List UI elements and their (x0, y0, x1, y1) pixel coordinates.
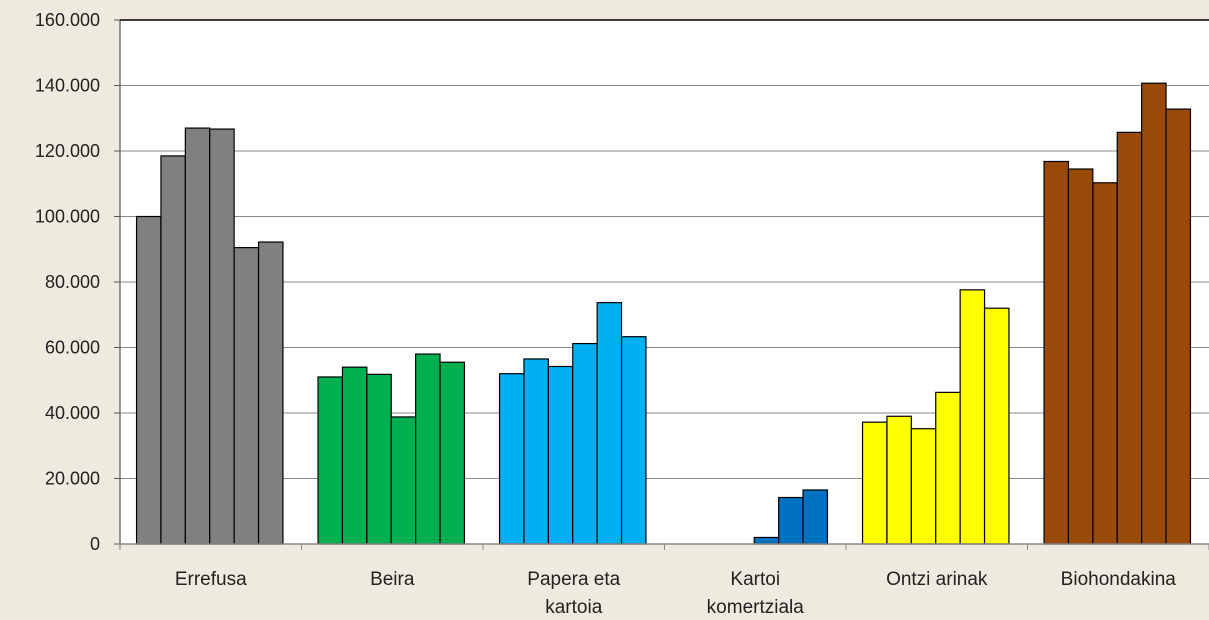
bar (802, 489, 829, 545)
bar (498, 373, 525, 545)
y-tick-label: 40.000 (45, 403, 100, 423)
y-tick-label: 160.000 (35, 10, 100, 30)
y-axis-tick-labels: 0 20.000 40.000 60.000 80.000 100.000 120.000 1… (35, 10, 100, 554)
y-tick-label: 0 (90, 534, 100, 554)
bar (1116, 131, 1143, 545)
bar (861, 421, 888, 545)
bar (1141, 82, 1167, 545)
bar (596, 302, 623, 545)
bar (257, 241, 284, 545)
x-category-label-line: Ontzi arinak (886, 569, 988, 590)
x-category-label: Beira (370, 569, 415, 590)
bar (1043, 160, 1070, 545)
bar (317, 376, 344, 545)
x-category-label-line: komertziala (707, 597, 805, 618)
x-category-label: Papera eta kartoia (527, 569, 620, 618)
x-axis-category-labels: Errefusa Beira Papera eta kartoia Kartoi kome… (175, 569, 1176, 618)
x-category-label-line: kartoia (545, 597, 602, 618)
bar (572, 342, 598, 545)
y-tick-label: 120.000 (35, 141, 100, 161)
bar (390, 416, 417, 545)
bar (910, 428, 937, 545)
bar (366, 373, 392, 545)
y-tick-label: 20.000 (45, 469, 100, 489)
bar (1092, 182, 1118, 545)
y-tick-label: 60.000 (45, 338, 100, 358)
axes (114, 19, 1209, 550)
x-category-label: Biohondakina (1061, 569, 1177, 590)
x-category-label-line: Beira (370, 569, 415, 590)
y-tick-label: 140.000 (35, 76, 100, 96)
y-tick-label: 80.000 (45, 272, 100, 292)
bar (439, 361, 466, 545)
bar (415, 353, 441, 545)
bar (135, 215, 162, 545)
bar (753, 536, 780, 545)
bar (935, 391, 961, 545)
bar (209, 128, 235, 545)
bar (886, 415, 912, 545)
bar (620, 336, 647, 545)
x-category-label: Ontzi arinak (886, 569, 988, 590)
x-category-label: Kartoi komertziala (707, 569, 805, 618)
bar (547, 365, 574, 545)
x-category-label: Errefusa (175, 569, 247, 590)
x-category-label-line: Errefusa (175, 569, 247, 590)
bar (778, 496, 804, 545)
bar (959, 289, 986, 545)
bars (135, 82, 1192, 545)
x-category-label-line: Kartoi (730, 569, 780, 590)
bar (523, 358, 549, 545)
x-category-label-line: Papera eta (527, 569, 620, 590)
bar (233, 247, 260, 545)
x-category-label-line: Biohondakina (1061, 569, 1177, 590)
y-tick-label: 100.000 (35, 207, 100, 227)
bar (1067, 168, 1094, 545)
bar (983, 307, 1010, 545)
bar (160, 155, 186, 545)
bar (184, 127, 211, 545)
bar (341, 366, 368, 545)
bar (1165, 108, 1192, 545)
